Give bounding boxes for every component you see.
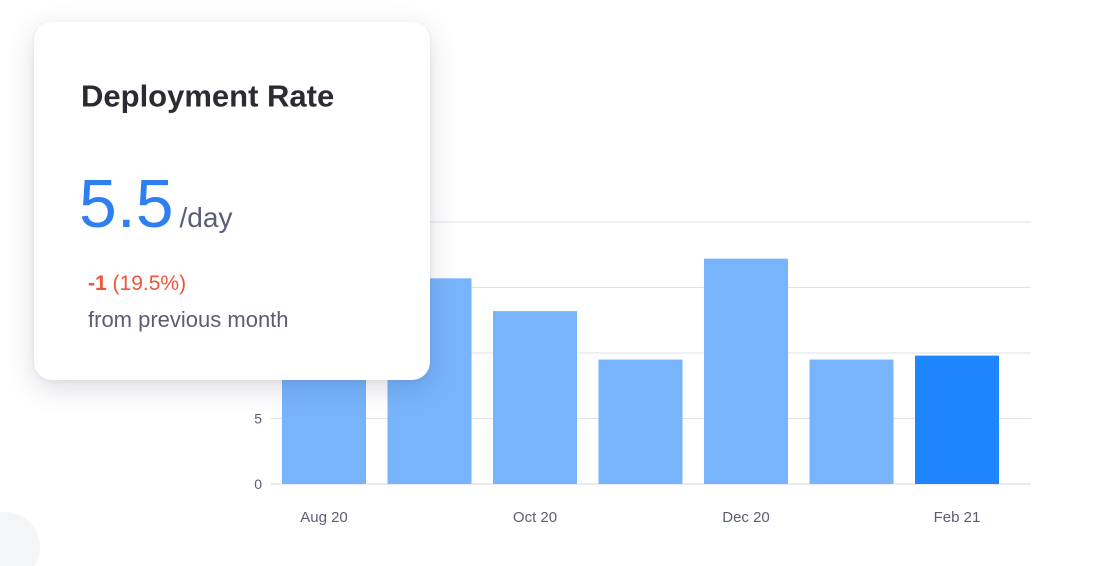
- bar-oct-20[interactable]: [493, 311, 577, 484]
- x-tick-label: Feb 21: [934, 509, 981, 526]
- bar-jan-21[interactable]: [809, 359, 894, 484]
- metric-unit: /day: [179, 202, 233, 233]
- card-title: Deployment Rate: [81, 78, 335, 114]
- metric-card: Deployment Rate 5.5/day -1 (19.5%) from …: [34, 22, 430, 380]
- change-percent: (19.5%): [112, 272, 187, 295]
- x-tick-label: Dec 20: [722, 509, 770, 526]
- bar-feb-21[interactable]: [915, 355, 999, 484]
- change-indicator: -1 (19.5%): [88, 272, 186, 296]
- bar-dec-20[interactable]: [704, 258, 788, 484]
- change-subtext: from previous month: [88, 307, 289, 332]
- change-delta: -1: [88, 272, 107, 295]
- metric-value-group: 5.5/day: [79, 170, 232, 238]
- x-tick-label: Aug 20: [300, 509, 348, 526]
- y-tick-label: 5: [254, 411, 262, 427]
- metric-value: 5.5: [79, 166, 174, 242]
- x-tick-label: Oct 20: [513, 509, 557, 526]
- y-tick-label: 0: [254, 476, 262, 492]
- bar-nov-20[interactable]: [598, 359, 683, 484]
